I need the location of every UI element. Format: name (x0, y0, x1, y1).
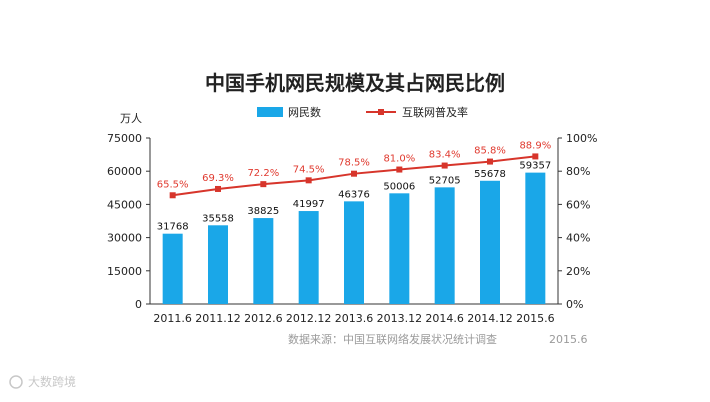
line-point (487, 158, 493, 165)
x-tick-label: 2011.6 (153, 312, 192, 325)
bar (434, 187, 455, 304)
bar (298, 211, 319, 304)
bar (389, 193, 410, 304)
line-value-label: 69.3% (202, 173, 234, 184)
y-tick-label-left: 15000 (107, 265, 142, 278)
line-point (396, 166, 403, 173)
line-point (351, 170, 357, 177)
line-value-label: 72.2% (247, 168, 279, 179)
x-tick-label: 2014.6 (425, 312, 464, 325)
y-tick-label-right: 40% (566, 232, 590, 245)
y-tick-label-left: 45000 (107, 198, 142, 211)
y-tick-label-left: 0 (135, 298, 142, 311)
bar-value-label: 59357 (519, 161, 551, 172)
bar-value-label: 35558 (202, 213, 234, 224)
line-value-label: 78.5% (338, 158, 370, 169)
watermark: 大数跨境 (9, 374, 76, 389)
watermark-text: 大数跨境 (28, 374, 76, 389)
line-value-label: 74.5% (293, 164, 325, 175)
line-series: 65.5% 69.3% 72.2% 74.5% 78.5% 81.0% 83.4% 85.8%… (157, 140, 551, 199)
x-tick-label: 2012.6 (244, 312, 283, 325)
x-ticks: 2011.6 2011.12 2012.6 2012.12 2013.6 2013.12 2… (153, 312, 554, 325)
y-tick-label-right: 60% (566, 198, 590, 211)
y-tick-label-left: 30000 (107, 232, 142, 245)
y-tick-label-left: 75000 (107, 132, 142, 145)
bar-value-label: 41997 (293, 199, 325, 210)
line-point (260, 181, 267, 188)
bar (344, 201, 364, 304)
bar-value-label: 46376 (338, 189, 370, 200)
y-tick-label-right: 80% (566, 165, 590, 178)
bar-labels: 31768 35558 38825 41997 46376 50006 52705 55678… (157, 161, 551, 233)
y-tick-label-right: 20% (566, 265, 590, 278)
line-value-label: 83.4% (429, 150, 461, 161)
legend-line-marker (378, 109, 384, 115)
bar-value-label: 55678 (474, 169, 506, 180)
line-point (215, 185, 221, 192)
line-point (169, 192, 176, 199)
bar-value-label: 50006 (383, 181, 415, 192)
bar-value-label: 38825 (247, 206, 279, 217)
x-tick-label: 2013.6 (335, 312, 374, 325)
line-point (532, 153, 539, 160)
bar (208, 225, 228, 304)
line-point (305, 177, 312, 184)
legend-bar-label: 网民数 (288, 106, 321, 119)
bar (162, 233, 183, 304)
x-tick-label: 2012.12 (286, 312, 332, 325)
bar-value-label: 52705 (429, 175, 461, 186)
bar (253, 218, 274, 304)
bar (480, 180, 500, 304)
legend: 网民数 互联网普及率 (257, 105, 468, 119)
x-tick-label: 2015.6 (516, 312, 555, 325)
watermark-logo-icon (9, 375, 23, 389)
bar-value-label: 31768 (157, 222, 189, 233)
y-ticks-left: 0 15000 30000 45000 60000 75000 (107, 132, 150, 311)
line-point (441, 162, 448, 169)
legend-bar-swatch (257, 107, 283, 117)
y-tick-label-left: 60000 (107, 165, 142, 178)
line-value-label: 88.9% (519, 140, 551, 151)
source-date: 2015.6 (549, 333, 588, 346)
bars (162, 172, 546, 304)
x-tick-label: 2013.12 (377, 312, 423, 325)
x-tick-label: 2011.12 (195, 312, 241, 325)
y-tick-label-right: 100% (566, 132, 597, 145)
x-tick-label: 2014.12 (467, 312, 513, 325)
legend-line-label: 互联网普及率 (402, 105, 468, 119)
chart-title: 中国手机网民规模及其占网民比例 (205, 71, 505, 95)
line-value-label: 65.5% (157, 179, 189, 190)
bar (525, 172, 546, 304)
line-value-label: 81.0% (383, 154, 415, 165)
y-tick-label-right: 0% (566, 298, 583, 311)
y-ticks-right: 0% 20% 40% 60% 80% 100% (558, 132, 597, 311)
y-axis-unit: 万人 (120, 112, 142, 125)
line-value-label: 85.8% (474, 146, 506, 157)
source-note: 数据来源：中国互联网络发展状况统计调查 (288, 332, 497, 346)
